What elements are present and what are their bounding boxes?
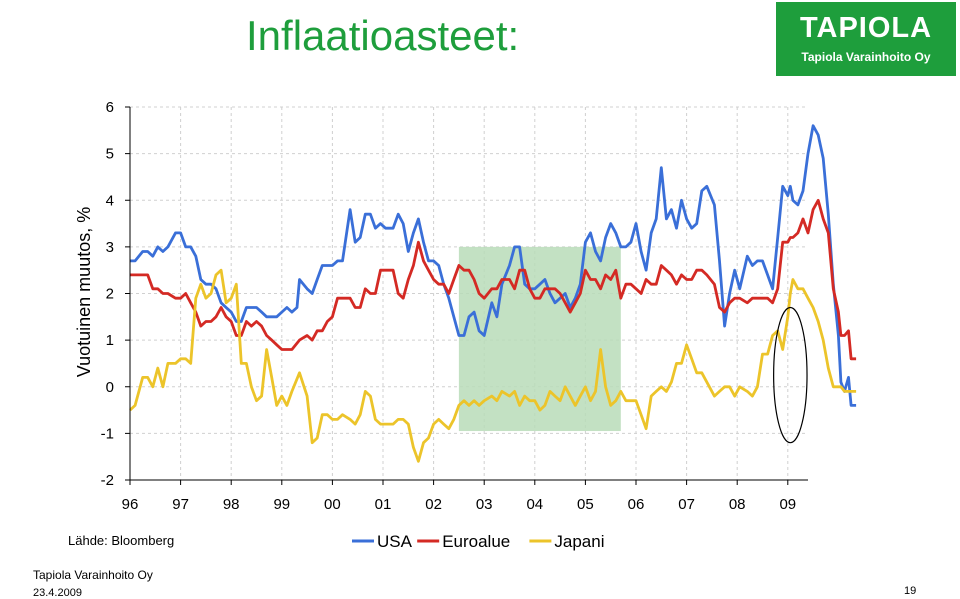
y-tick-label: 5 <box>106 146 114 163</box>
x-tick-label: 03 <box>476 496 493 513</box>
chart-series <box>129 124 857 463</box>
logo-wordmark: TAPIOLA <box>799 12 933 44</box>
y-tick-label: 4 <box>106 192 114 209</box>
logo-subtitle: Tapiola Varainhoito Oy <box>801 50 931 64</box>
x-tick-label: 96 <box>122 496 139 513</box>
chart-axes <box>125 106 808 485</box>
y-tick-label: -2 <box>101 472 114 489</box>
x-tick-label: 09 <box>779 496 796 513</box>
x-tick-label: 98 <box>223 496 240 513</box>
footer-date: 23.4.2009 <box>33 587 82 599</box>
highlight-ellipse <box>773 306 808 444</box>
x-tick-label: 07 <box>678 496 695 513</box>
tapiola-logo: TAPIOLA Tapiola Varainhoito Oy <box>776 2 956 76</box>
chart-legend: USA Euroalue Japani <box>352 532 605 551</box>
y-tick-label: 0 <box>106 379 114 396</box>
x-tick-label: 06 <box>628 496 645 513</box>
x-tick-label: 99 <box>273 496 290 513</box>
x-tick-label: 01 <box>375 496 392 513</box>
legend-label-usa: USA <box>377 532 413 551</box>
y-tick-label: 3 <box>106 239 114 256</box>
series-line-japani <box>129 268 857 463</box>
footer-company: Tapiola Varainhoito Oy <box>33 568 153 582</box>
legend-label-euroalue: Euroalue <box>442 532 510 551</box>
y-tick-label: -1 <box>101 425 114 442</box>
y-tick-label: 2 <box>106 286 114 303</box>
x-tick-label: 00 <box>324 496 341 513</box>
y-axis-label: Vuotuinen muutos, % <box>74 207 94 377</box>
series-line-usa <box>130 124 857 407</box>
x-tick-label: 08 <box>729 496 746 513</box>
legend-label-japani: Japani <box>554 532 604 551</box>
x-tick-label: 97 <box>172 496 189 513</box>
y-tick-label: 6 <box>106 99 114 116</box>
x-tick-label: 02 <box>425 496 442 513</box>
source-label: Lähde: Bloomberg <box>68 533 175 548</box>
page-title: Inflaatioasteet: <box>246 12 520 59</box>
x-tick-label: 04 <box>526 496 543 513</box>
page-number: 19 <box>904 585 917 597</box>
y-tick-label: 1 <box>106 332 114 349</box>
x-tick-label: 05 <box>577 496 594 513</box>
series-line-euroalue <box>130 198 857 361</box>
